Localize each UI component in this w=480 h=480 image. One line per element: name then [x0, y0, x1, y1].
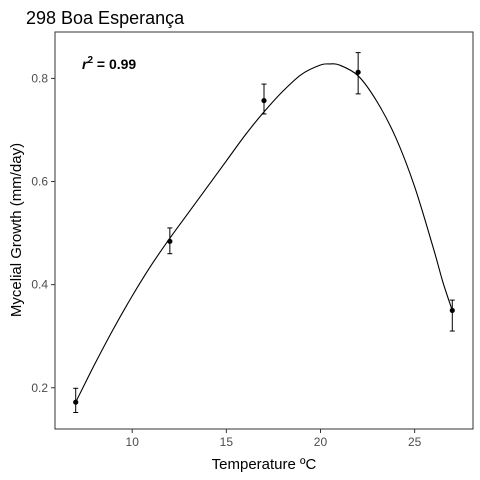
chart-title: 298 Boa Esperança: [26, 8, 185, 28]
x-tick-label: 20: [314, 435, 328, 449]
axes-layer: 10 15 20 25 0.2 0.4 0.6 0.8: [31, 71, 421, 449]
data-point: [167, 238, 173, 244]
fit-curve-layer: [75, 63, 453, 403]
x-axis-title: Temperature ºC: [212, 456, 317, 473]
r-squared-annotation: r2 = 0.99: [82, 55, 136, 72]
r-squared-value: = 0.99: [93, 56, 136, 72]
r-symbol: r: [82, 56, 89, 72]
r-power: 2: [87, 55, 93, 66]
data-point: [449, 307, 455, 314]
plot-panel: [54, 31, 474, 430]
data-points-layer: [73, 52, 455, 414]
data-point: [73, 399, 79, 405]
y-tick-label: 0.4: [31, 278, 48, 292]
y-tick-label: 0.8: [31, 71, 48, 85]
y-tick-label: 0.2: [31, 381, 48, 395]
fit-curve: [75, 63, 453, 403]
data-point: [261, 97, 267, 104]
data-point: [355, 69, 361, 75]
x-tick-label: 10: [126, 435, 140, 449]
y-tick-label: 0.6: [31, 175, 48, 189]
x-tick-label: 25: [408, 435, 422, 449]
y-axis-title: Mycelial Growth (mm/day): [8, 143, 25, 317]
x-tick-label: 15: [220, 435, 234, 449]
